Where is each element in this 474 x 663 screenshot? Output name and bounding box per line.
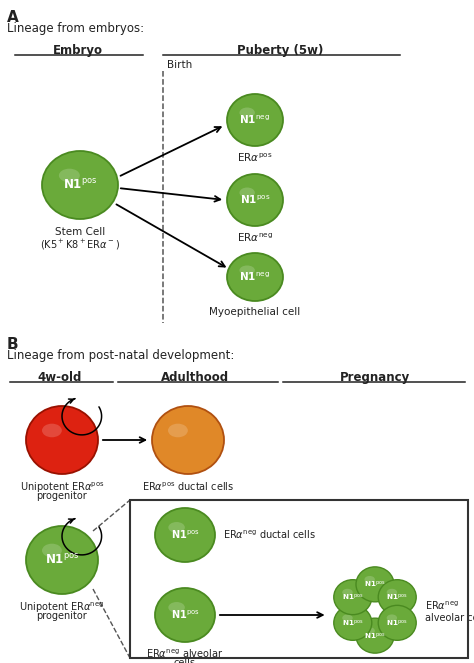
Text: ER$\alpha^{\mathsf{pos}}$: ER$\alpha^{\mathsf{pos}}$ <box>237 152 273 164</box>
Ellipse shape <box>168 424 188 438</box>
Text: N1$^{\mathsf{pos}}$: N1$^{\mathsf{pos}}$ <box>240 194 270 206</box>
Ellipse shape <box>227 94 283 146</box>
Text: Birth: Birth <box>167 60 192 70</box>
Text: cells: cells <box>174 658 196 663</box>
Ellipse shape <box>365 627 375 634</box>
Text: N1$^{\mathsf{pos}}$: N1$^{\mathsf{pos}}$ <box>386 592 408 602</box>
Ellipse shape <box>365 576 375 583</box>
Text: Lineage from post-natal development:: Lineage from post-natal development: <box>7 349 234 362</box>
Ellipse shape <box>387 615 397 621</box>
Text: Adulthood: Adulthood <box>161 371 229 384</box>
Ellipse shape <box>26 526 98 594</box>
Ellipse shape <box>168 522 185 533</box>
Ellipse shape <box>334 579 372 615</box>
Ellipse shape <box>227 174 283 226</box>
Ellipse shape <box>26 406 98 474</box>
Text: N1$^{\mathsf{pos}}$: N1$^{\mathsf{pos}}$ <box>171 529 200 541</box>
Text: B: B <box>7 337 18 352</box>
Ellipse shape <box>42 544 62 558</box>
Text: Lineage from embryos:: Lineage from embryos: <box>7 22 144 35</box>
Ellipse shape <box>152 406 224 474</box>
Text: N1$^{\mathsf{neg}}$: N1$^{\mathsf{neg}}$ <box>239 271 271 283</box>
Text: N1$^{\mathsf{pos}}$: N1$^{\mathsf{pos}}$ <box>171 609 200 621</box>
Ellipse shape <box>42 151 118 219</box>
Text: ER$\alpha^{\mathsf{pos}}$ ductal cells: ER$\alpha^{\mathsf{pos}}$ ductal cells <box>142 481 234 493</box>
Ellipse shape <box>239 265 255 275</box>
Text: ER$\alpha^{\mathsf{neg}}$: ER$\alpha^{\mathsf{neg}}$ <box>425 600 459 612</box>
Text: alveolar cells: alveolar cells <box>425 613 474 623</box>
Ellipse shape <box>356 567 394 602</box>
Text: N1$^{\mathsf{pos}}$: N1$^{\mathsf{pos}}$ <box>45 553 79 567</box>
Text: Unipotent ER$\alpha^{\mathsf{neg}}$: Unipotent ER$\alpha^{\mathsf{neg}}$ <box>19 601 105 615</box>
Ellipse shape <box>239 107 255 118</box>
Text: N1$^{\mathsf{pos}}$: N1$^{\mathsf{pos}}$ <box>364 631 386 640</box>
Ellipse shape <box>59 168 80 182</box>
Text: ER$\alpha^{\mathsf{neg}}$ alveolar: ER$\alpha^{\mathsf{neg}}$ alveolar <box>146 648 224 660</box>
Text: N1$^{\mathsf{pos}}$: N1$^{\mathsf{pos}}$ <box>386 618 408 628</box>
Text: Myoepithelial cell: Myoepithelial cell <box>210 307 301 317</box>
Text: A: A <box>7 10 19 25</box>
Ellipse shape <box>387 589 397 596</box>
Text: progenitor: progenitor <box>36 491 87 501</box>
Text: ER$\alpha^{\mathsf{neg}}$: ER$\alpha^{\mathsf{neg}}$ <box>237 232 273 245</box>
Text: Puberty (5w): Puberty (5w) <box>237 44 323 57</box>
Ellipse shape <box>155 588 215 642</box>
Ellipse shape <box>227 253 283 301</box>
Ellipse shape <box>342 589 353 596</box>
Text: Pregnancy: Pregnancy <box>340 371 410 384</box>
Text: ER$\alpha^{\mathsf{neg}}$ ductal cells: ER$\alpha^{\mathsf{neg}}$ ductal cells <box>223 529 316 541</box>
Text: Embryo: Embryo <box>53 44 103 57</box>
Ellipse shape <box>42 424 62 438</box>
Ellipse shape <box>239 188 255 198</box>
Ellipse shape <box>334 605 372 640</box>
Text: Unipotent ER$\alpha^{\mathsf{pos}}$: Unipotent ER$\alpha^{\mathsf{pos}}$ <box>20 481 104 495</box>
Text: Stem Cell: Stem Cell <box>55 227 105 237</box>
Text: 4w-old: 4w-old <box>38 371 82 384</box>
Text: N1$^{\mathsf{pos}}$: N1$^{\mathsf{pos}}$ <box>63 178 97 192</box>
Ellipse shape <box>342 615 353 621</box>
Ellipse shape <box>378 605 416 640</box>
Text: progenitor: progenitor <box>36 611 87 621</box>
Text: N1$^{\mathsf{pos}}$: N1$^{\mathsf{pos}}$ <box>364 579 386 589</box>
Ellipse shape <box>378 579 416 615</box>
Text: N1$^{\mathsf{neg}}$: N1$^{\mathsf{neg}}$ <box>239 114 271 126</box>
Ellipse shape <box>155 508 215 562</box>
Text: (K5$^+$K8$^+$ER$\alpha^-$): (K5$^+$K8$^+$ER$\alpha^-$) <box>40 238 120 252</box>
Ellipse shape <box>168 602 185 613</box>
Text: N1$^{\mathsf{pos}}$: N1$^{\mathsf{pos}}$ <box>342 618 364 628</box>
Ellipse shape <box>356 618 394 653</box>
Text: N1$^{\mathsf{pos}}$: N1$^{\mathsf{pos}}$ <box>342 592 364 602</box>
Bar <box>130 500 468 658</box>
